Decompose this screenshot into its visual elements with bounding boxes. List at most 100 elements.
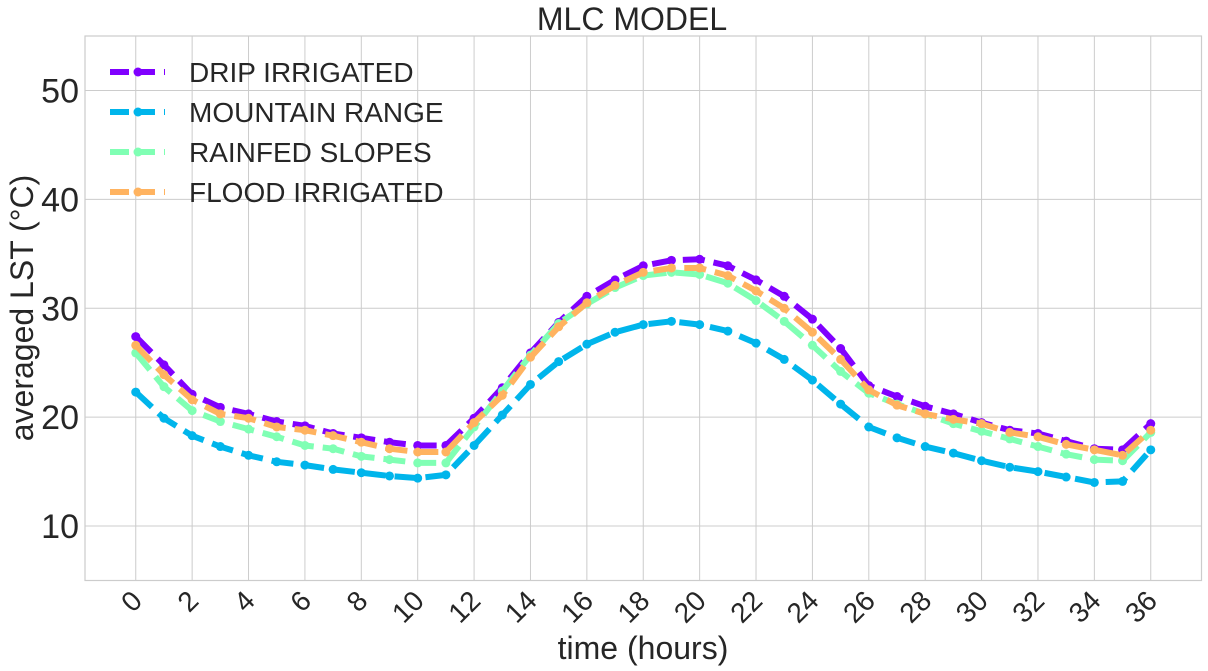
- data-point: [413, 447, 423, 457]
- legend-marker: [133, 147, 143, 157]
- data-point: [779, 354, 789, 364]
- data-point: [638, 261, 648, 271]
- data-point: [892, 433, 902, 443]
- data-point: [441, 470, 451, 480]
- data-point: [695, 254, 705, 264]
- legend-item: RAINFED SLOPES: [110, 137, 432, 168]
- legend-marker: [133, 187, 143, 197]
- legend-item: MOUNTAIN RANGE: [110, 97, 444, 128]
- data-point: [300, 460, 310, 470]
- data-point: [610, 280, 620, 290]
- data-point: [159, 413, 169, 423]
- data-point: [1061, 472, 1071, 482]
- chart-title: MLC MODEL: [537, 1, 727, 37]
- data-point: [413, 458, 423, 468]
- data-point: [948, 448, 958, 458]
- data-point: [497, 410, 507, 420]
- legend-item: FLOOD IRRIGATED: [110, 177, 444, 208]
- data-point: [159, 360, 169, 370]
- data-point: [497, 390, 507, 400]
- data-point: [131, 340, 141, 350]
- series-flood-irrigated: [131, 263, 1156, 460]
- data-point: [695, 263, 705, 273]
- y-tick-label: 40: [41, 181, 79, 219]
- data-point: [779, 316, 789, 326]
- data-point: [807, 375, 817, 385]
- data-point: [215, 442, 225, 452]
- data-point: [892, 400, 902, 410]
- data-point: [666, 255, 676, 265]
- data-point: [356, 437, 366, 447]
- y-axis-label: averaged LST (°C): [4, 175, 40, 442]
- data-point: [187, 406, 197, 416]
- data-point: [920, 442, 930, 452]
- y-tick-label: 10: [41, 508, 79, 546]
- data-point: [1033, 442, 1043, 452]
- data-point: [1033, 432, 1043, 442]
- data-point: [892, 391, 902, 401]
- y-axis-ticks: 10 20 30 40 50: [41, 72, 79, 546]
- y-tick-label: 50: [41, 72, 79, 110]
- x-axis-label: time (hours): [558, 630, 729, 666]
- data-point: [385, 437, 394, 447]
- series-mountain-range: [131, 316, 1156, 487]
- data-point: [751, 286, 761, 296]
- legend-marker: [133, 107, 143, 117]
- legend-marker: [133, 67, 143, 77]
- data-point: [864, 385, 874, 395]
- data-point: [215, 409, 225, 419]
- data-point: [413, 440, 423, 450]
- data-point: [610, 327, 620, 337]
- data-point: [977, 426, 987, 436]
- data-point: [215, 417, 225, 427]
- data-point: [300, 440, 310, 450]
- data-point: [582, 291, 592, 301]
- data-point: [807, 327, 817, 337]
- data-point: [1061, 449, 1071, 459]
- data-point: [1033, 467, 1043, 477]
- data-point: [920, 401, 930, 411]
- data-point: [131, 332, 141, 342]
- data-point: [807, 340, 817, 350]
- data-point: [272, 457, 282, 467]
- data-point: [244, 450, 254, 460]
- data-point: [469, 418, 479, 428]
- data-point: [751, 275, 761, 285]
- data-point: [1118, 476, 1128, 486]
- data-point: [413, 473, 423, 483]
- data-point: [1089, 445, 1099, 455]
- data-point: [864, 422, 874, 432]
- legend-label: RAINFED SLOPES: [189, 137, 432, 168]
- data-point: [779, 291, 789, 301]
- data-point: [582, 298, 592, 308]
- data-point: [187, 431, 197, 441]
- data-point: [131, 387, 141, 397]
- data-point: [1005, 434, 1015, 444]
- data-point: [554, 357, 564, 367]
- data-point: [751, 338, 761, 348]
- y-tick-label: 30: [41, 290, 79, 328]
- data-point: [1146, 445, 1156, 455]
- data-point: [723, 271, 733, 281]
- data-point: [695, 269, 705, 279]
- data-point: [244, 424, 254, 434]
- data-point: [751, 296, 761, 306]
- y-tick-label: 20: [41, 399, 79, 437]
- data-point: [328, 431, 338, 441]
- data-point: [385, 444, 394, 454]
- grid: [85, 36, 1202, 581]
- data-point: [272, 432, 282, 442]
- data-point: [1118, 450, 1128, 460]
- data-point: [1005, 427, 1015, 437]
- data-point: [441, 458, 451, 468]
- data-point: [723, 326, 733, 336]
- data-point: [244, 413, 254, 423]
- data-point: [328, 444, 338, 454]
- data-point: [779, 303, 789, 313]
- data-point: [356, 468, 366, 478]
- data-point: [441, 447, 451, 457]
- data-point: [187, 395, 197, 405]
- data-point: [977, 456, 987, 466]
- data-point: [1146, 425, 1156, 435]
